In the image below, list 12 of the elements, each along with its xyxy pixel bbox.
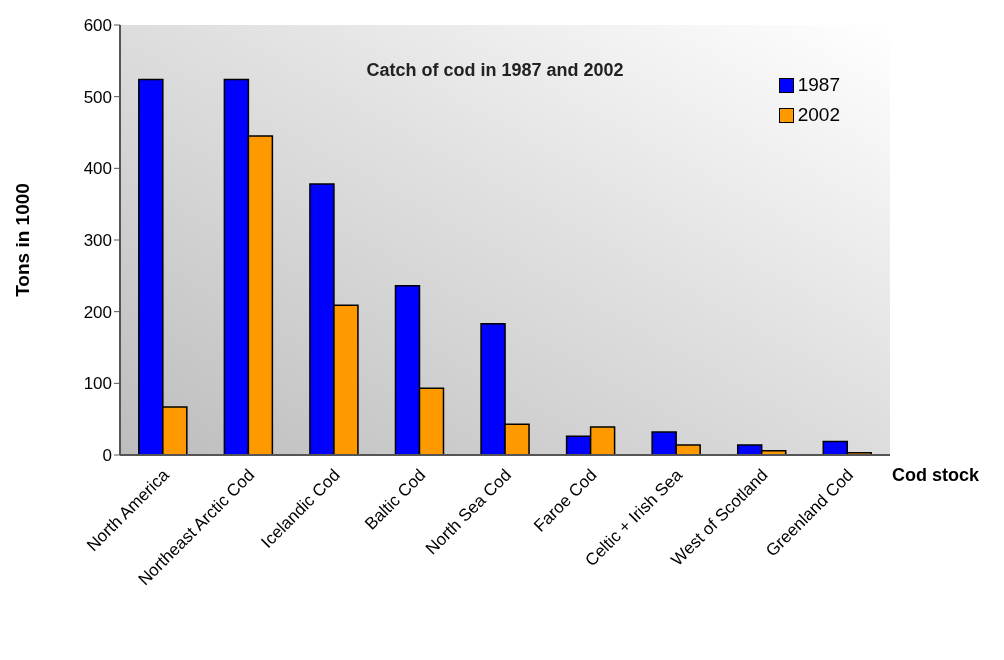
- y-tick-label: 500: [83, 87, 112, 107]
- x-axis-title: Cod stock: [892, 465, 980, 486]
- y-tick-label: 100: [83, 374, 112, 394]
- y-tick-label: 300: [83, 231, 112, 251]
- y-tick-label: 0: [102, 446, 112, 466]
- y-tick-label: 600: [83, 16, 112, 36]
- y-axis-title: Tons in 1000: [12, 183, 34, 297]
- text: Catch of cod in 1987 and 2002: [365, 60, 625, 81]
- legend-label: 1987: [797, 73, 840, 97]
- y-tick-label: 400: [83, 159, 112, 179]
- y-tick-label: 200: [83, 302, 112, 322]
- legend-label: 2002: [797, 103, 840, 127]
